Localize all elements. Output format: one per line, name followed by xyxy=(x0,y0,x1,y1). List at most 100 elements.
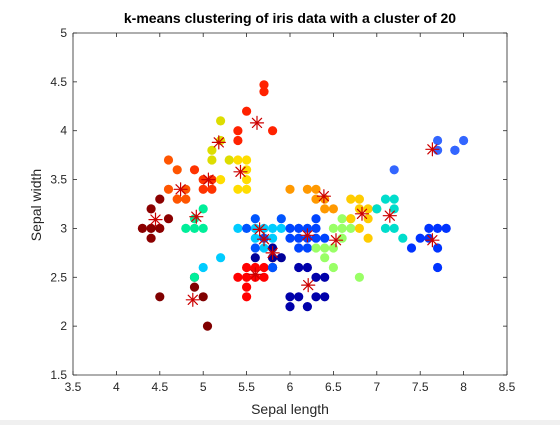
x-tick-label: 8 xyxy=(460,380,467,394)
data-point xyxy=(233,126,243,136)
data-point xyxy=(320,233,330,243)
data-point xyxy=(285,184,295,194)
data-point xyxy=(250,233,260,243)
data-point xyxy=(268,262,278,273)
data-point xyxy=(302,302,312,312)
data-point xyxy=(250,243,260,253)
x-tick-label: 5.5 xyxy=(238,380,255,394)
data-point xyxy=(268,126,278,136)
data-point xyxy=(311,272,321,282)
data-point xyxy=(233,223,243,233)
data-point xyxy=(389,204,399,214)
data-point xyxy=(207,145,217,155)
data-point xyxy=(172,165,182,175)
data-point xyxy=(328,204,338,214)
data-point xyxy=(389,165,399,175)
cluster-12 xyxy=(285,262,330,312)
centroid-marker xyxy=(233,164,248,179)
data-point xyxy=(363,233,373,243)
data-point xyxy=(163,214,174,224)
data-point xyxy=(163,184,174,194)
data-point xyxy=(285,223,295,233)
data-point xyxy=(302,184,312,194)
y-tick-label: 2 xyxy=(60,319,67,333)
data-point xyxy=(259,262,269,273)
data-point xyxy=(242,106,252,116)
data-point xyxy=(294,262,304,273)
data-point xyxy=(294,223,304,233)
data-point xyxy=(198,204,208,214)
data-point xyxy=(372,204,382,214)
y-tick-label: 4.5 xyxy=(50,75,67,89)
x-tick-label: 4.5 xyxy=(151,380,168,394)
data-point xyxy=(137,223,147,233)
data-point xyxy=(311,184,321,194)
data-point xyxy=(242,292,252,302)
centroid-marker xyxy=(211,135,226,150)
data-point xyxy=(433,223,443,233)
centroid-marker xyxy=(265,245,280,260)
data-point xyxy=(276,223,286,233)
data-point xyxy=(433,135,443,146)
centroid-marker xyxy=(249,115,265,130)
data-point xyxy=(354,223,364,233)
data-point xyxy=(311,194,321,204)
cluster-15 xyxy=(285,184,338,214)
y-axis-label: Sepal width xyxy=(28,169,44,241)
data-point xyxy=(233,135,243,146)
data-point xyxy=(328,262,338,273)
centroid-marker xyxy=(185,292,200,307)
data-point xyxy=(242,184,252,194)
data-point xyxy=(433,243,443,253)
data-point xyxy=(207,184,217,194)
data-point xyxy=(181,223,191,233)
data-point xyxy=(233,155,243,165)
data-point xyxy=(172,194,182,204)
data-point xyxy=(363,214,373,224)
data-point xyxy=(202,321,213,331)
data-point xyxy=(424,223,434,233)
data-point xyxy=(285,292,295,302)
centroid-marker xyxy=(316,189,331,204)
data-point xyxy=(216,175,226,185)
data-point xyxy=(155,223,165,233)
cluster-2 xyxy=(155,272,213,331)
centroid-marker xyxy=(248,267,263,282)
data-point xyxy=(354,272,364,282)
data-point xyxy=(320,292,330,302)
data-point xyxy=(380,223,391,233)
data-point xyxy=(406,243,417,253)
data-point xyxy=(441,223,451,233)
data-point xyxy=(198,292,208,302)
data-point xyxy=(311,223,321,233)
data-point xyxy=(302,243,312,253)
data-point xyxy=(302,262,312,273)
data-point xyxy=(320,194,330,204)
x-tick-label: 7.5 xyxy=(412,380,429,394)
y-tick-label: 4 xyxy=(60,124,67,138)
x-tick-label: 6 xyxy=(287,380,294,394)
data-point xyxy=(146,204,156,214)
centroid-marker xyxy=(328,233,344,248)
data-point xyxy=(268,223,278,233)
data-point xyxy=(242,175,252,185)
data-point xyxy=(189,165,200,175)
cluster-18 xyxy=(372,194,408,243)
data-point xyxy=(320,204,330,214)
data-point xyxy=(146,233,156,243)
data-point xyxy=(320,243,330,253)
data-point xyxy=(354,204,364,214)
data-point xyxy=(346,194,356,204)
data-point xyxy=(311,214,321,224)
data-point xyxy=(354,194,364,204)
data-point xyxy=(198,262,208,273)
x-tick-label: 5 xyxy=(200,380,207,394)
cluster-14 xyxy=(242,214,286,273)
centroid-marker xyxy=(256,232,272,247)
data-point xyxy=(450,145,460,155)
axes: 3.5 4 4.5 5 5.5 6 6.5 7 7.5 8 8.5 1.5 2 2.5 3 3.5 4 4.5 5 xyxy=(50,26,515,394)
data-point xyxy=(285,233,295,243)
